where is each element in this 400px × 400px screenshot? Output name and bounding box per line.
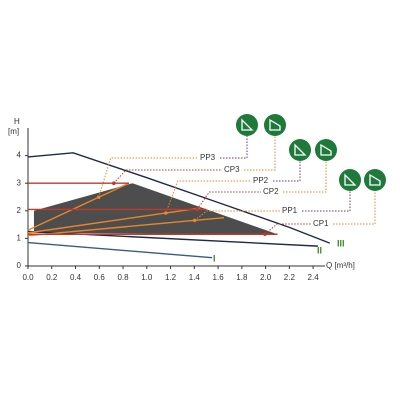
leader — [264, 223, 311, 235]
x-tick-label: 1.6 — [213, 273, 225, 282]
x-tick-label: 2.2 — [284, 273, 296, 282]
leader — [113, 169, 222, 184]
mode-label: CP2 — [263, 187, 279, 196]
curve-label: II — [317, 245, 322, 255]
y-tick-label: 3 — [17, 178, 22, 187]
x-tick-label: 1.4 — [189, 273, 201, 282]
y-tick-label: 4 — [17, 151, 22, 160]
x-tick-label: 1.2 — [165, 273, 177, 282]
y-axis-label: H — [14, 117, 20, 126]
leader — [194, 210, 280, 221]
y-tick-label: 1 — [17, 234, 22, 243]
x-tick-label: 0.6 — [94, 273, 106, 282]
leader — [244, 136, 276, 171]
y-tick-label: 2 — [17, 206, 22, 215]
mode-icon — [289, 139, 311, 161]
mode-icon — [339, 169, 361, 191]
mode-icon — [236, 114, 258, 136]
y-tick-label: 0 — [17, 261, 22, 270]
curve — [27, 241, 213, 259]
leader — [220, 136, 248, 159]
leader — [196, 191, 261, 210]
curve — [27, 207, 201, 234]
leader — [273, 161, 301, 182]
mode-label: CP1 — [313, 219, 329, 228]
x-tick-label: 0.2 — [46, 273, 58, 282]
mode-icons — [236, 114, 386, 191]
x-tick-label: 0.4 — [70, 273, 82, 282]
x-tick-label: 1.8 — [236, 273, 248, 282]
curve — [27, 217, 225, 237]
x-tick-label: 2.0 — [260, 273, 272, 282]
leader — [333, 191, 376, 225]
mode-label: PP1 — [282, 206, 298, 215]
leader — [98, 157, 198, 198]
leader — [165, 180, 251, 214]
x-tick-label: 0.8 — [117, 273, 129, 282]
y-axis-unit: [m] — [8, 127, 19, 136]
mode-icon — [315, 139, 337, 161]
curve-label: I — [213, 253, 216, 263]
anchor-dot — [96, 195, 101, 200]
anchor-dot — [112, 181, 116, 185]
x-axis-label: Q [m³/h] — [326, 261, 355, 270]
curve-label: III — [337, 238, 345, 248]
mode-icon — [364, 169, 386, 191]
leader — [302, 191, 351, 212]
mode-label: PP3 — [200, 153, 216, 162]
x-tick-label: 2.4 — [308, 273, 320, 282]
curve — [27, 182, 130, 231]
leader — [283, 161, 327, 193]
mode-label: CP3 — [224, 165, 240, 174]
x-tick-label: 1.0 — [141, 273, 153, 282]
mode-label: PP2 — [253, 176, 269, 185]
mode-icon — [264, 114, 286, 136]
curve — [27, 152, 331, 244]
x-tick-label: 0.0 — [22, 273, 34, 282]
